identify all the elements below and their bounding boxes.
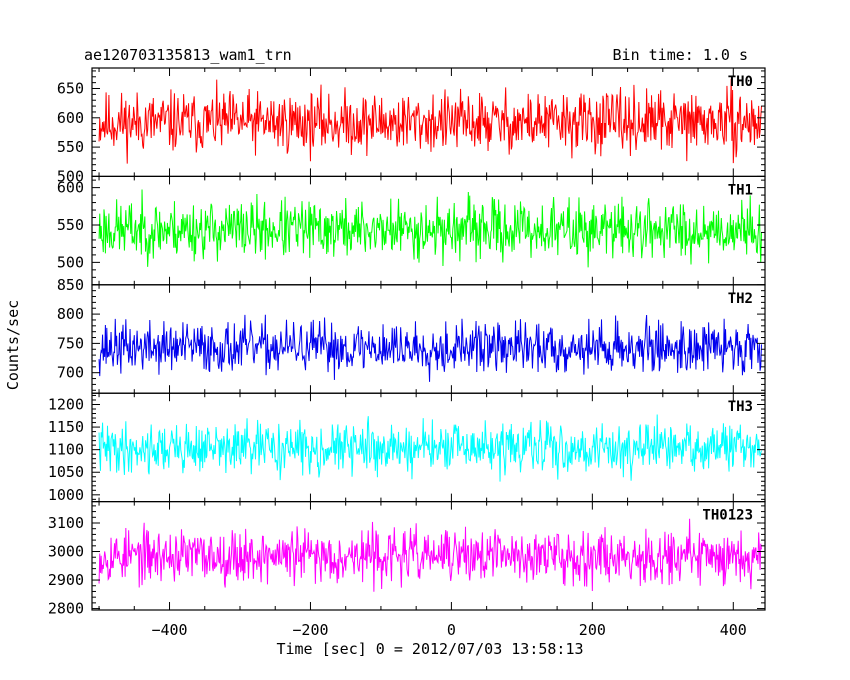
y-tick-label: 500	[57, 253, 84, 271]
y-tick-label: 750	[57, 334, 84, 352]
y-tick-label: 1050	[48, 463, 84, 481]
y-tick-label: 3100	[48, 514, 84, 532]
y-tick-label: 600	[57, 109, 84, 127]
y-tick-label: 550	[57, 138, 84, 156]
y-tick-label: 1150	[48, 418, 84, 436]
y-tick-label: 850	[57, 276, 84, 294]
bin-time-label: Bin time: 1.0 s	[613, 46, 748, 64]
y-tick-label: 3000	[48, 543, 84, 561]
y-tick-label: 700	[57, 364, 84, 382]
y-tick-label: 2900	[48, 571, 84, 589]
series-line-th2	[98, 314, 762, 382]
panel-label-th3: TH3	[728, 399, 753, 415]
x-tick-label: 200	[579, 621, 606, 639]
panel-label-th0123: TH0123	[702, 508, 753, 524]
x-axis-label: Time [sec] 0 = 2012/07/03 13:58:13	[276, 640, 583, 658]
series-line-th3	[98, 414, 762, 482]
series-line-th0123	[98, 518, 762, 592]
x-tick-label: −400	[151, 621, 187, 639]
panel-frame-th2	[91, 284, 766, 394]
y-tick-label: 800	[57, 305, 84, 323]
panel-frame-th0123	[91, 501, 766, 611]
y-tick-label: 1000	[48, 486, 84, 504]
y-tick-label: 550	[57, 216, 84, 234]
series-line-th1	[98, 189, 762, 268]
y-tick-label: 1100	[48, 441, 84, 459]
panel-label-th1: TH1	[728, 182, 753, 198]
y-tick-label: 650	[57, 80, 84, 98]
x-tick-label: 400	[720, 621, 747, 639]
panel-label-th2: TH2	[728, 291, 753, 307]
chart-title: ae120703135813_wam1_trn	[84, 46, 292, 64]
panels-group: 500 550 600 650 TH0 500 550 600 TH1 700 750 800 850 T…	[48, 67, 766, 639]
y-tick-label: 500	[57, 167, 84, 185]
panel-label-th0: TH0	[728, 74, 753, 90]
series-line-th0	[98, 78, 762, 164]
x-tick-label: −200	[292, 621, 328, 639]
x-tick-label: 0	[447, 621, 456, 639]
y-tick-label: 600	[57, 179, 84, 197]
y-tick-label: 1200	[48, 395, 84, 413]
y-tick-label: 2800	[48, 600, 84, 618]
y-axis-label: Counts/sec	[4, 300, 22, 390]
